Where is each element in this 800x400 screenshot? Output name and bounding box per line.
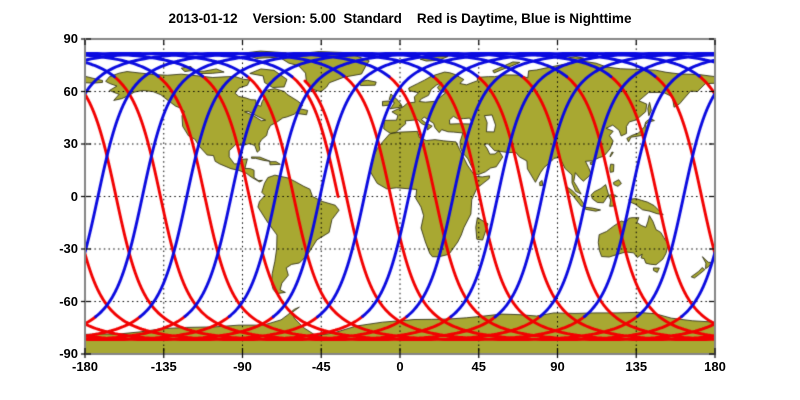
x-tick-label: 45	[471, 359, 486, 374]
y-tick-label: -60	[59, 293, 78, 309]
x-tick-label: -180	[71, 359, 99, 374]
y-tick-label: 60	[63, 83, 78, 99]
y-tick-label: -30	[59, 241, 78, 256]
x-tick-label: -45	[311, 359, 331, 374]
y-tick-label: 30	[63, 136, 78, 151]
x-tick-label: -90	[233, 359, 252, 374]
x-tick-label: 135	[625, 359, 648, 374]
y-tick-label: 90	[63, 31, 78, 46]
x-tick-label: 90	[550, 359, 565, 374]
plot-title: 2013-01-12 Version: 5.00 Standard Red is…	[168, 11, 632, 26]
y-tick-label: -90	[59, 346, 78, 361]
x-tick-label: 0	[396, 359, 404, 374]
x-tick-label: 180	[704, 359, 726, 374]
x-tick-label: -135	[150, 359, 177, 374]
y-tick-label: 0	[70, 188, 78, 204]
